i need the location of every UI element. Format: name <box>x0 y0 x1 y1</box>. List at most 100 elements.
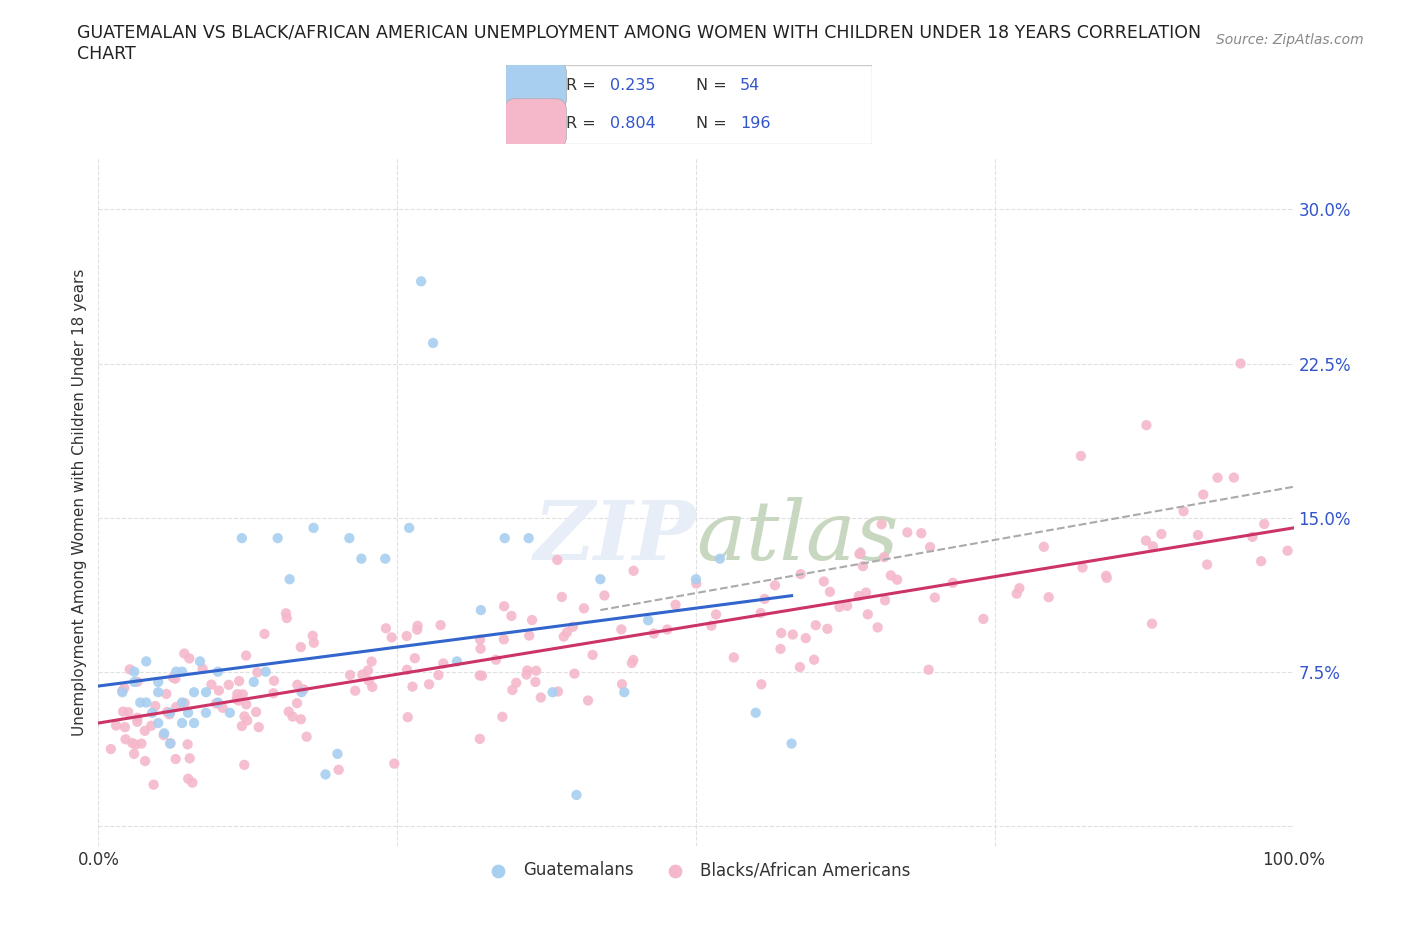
Point <box>517 628 540 643</box>
Point <box>344 684 367 698</box>
Point <box>374 551 396 566</box>
Point <box>404 651 426 666</box>
Point <box>610 622 633 637</box>
Point <box>111 684 134 699</box>
Point <box>253 627 276 642</box>
Point <box>505 675 527 690</box>
Point <box>243 674 266 689</box>
Point <box>524 674 547 689</box>
Point <box>398 521 420 536</box>
Point <box>610 677 633 692</box>
Point <box>127 674 149 689</box>
Text: ZIP: ZIP <box>533 497 696 577</box>
Point <box>153 726 176 741</box>
Point <box>254 664 277 679</box>
Point <box>173 646 195 661</box>
Point <box>770 626 793 641</box>
Point <box>517 531 540 546</box>
Point <box>1253 516 1275 531</box>
Point <box>516 663 538 678</box>
Point <box>1071 560 1094 575</box>
Point <box>211 700 233 715</box>
Point <box>485 652 508 667</box>
Point <box>156 704 179 719</box>
Point <box>1038 590 1060 604</box>
Point <box>179 651 201 666</box>
Point <box>177 771 200 786</box>
Point <box>427 668 450 683</box>
Text: 196: 196 <box>740 115 770 131</box>
Point <box>1197 557 1219 572</box>
Point <box>494 599 516 614</box>
Point <box>245 705 267 720</box>
Point <box>183 715 205 730</box>
Point <box>302 635 325 650</box>
Point <box>411 274 433 289</box>
Point <box>886 572 908 587</box>
Point <box>181 776 204 790</box>
Point <box>191 661 214 676</box>
Point <box>406 618 429 633</box>
Point <box>142 777 165 792</box>
Point <box>382 756 405 771</box>
Point <box>429 618 451 632</box>
Point <box>546 552 568 567</box>
Point <box>274 605 297 620</box>
Point <box>148 684 170 699</box>
Point <box>572 601 595 616</box>
Point <box>751 677 773 692</box>
Point <box>920 539 942 554</box>
Point <box>360 654 382 669</box>
Point <box>135 654 157 669</box>
Point <box>873 550 896 565</box>
Point <box>155 686 177 701</box>
Point <box>664 597 686 612</box>
Point <box>295 729 318 744</box>
Point <box>339 531 361 546</box>
Point <box>159 705 181 720</box>
Point <box>873 593 896 608</box>
Point <box>789 566 811 581</box>
Point <box>972 611 994 626</box>
Point <box>470 603 492 618</box>
Point <box>828 600 851 615</box>
Point <box>290 640 312 655</box>
Point <box>124 737 146 752</box>
Point <box>581 647 603 662</box>
Text: 0.804: 0.804 <box>610 115 657 131</box>
Point <box>555 625 578 640</box>
Point <box>852 559 875 574</box>
Point <box>176 737 198 751</box>
Point <box>613 684 636 699</box>
Point <box>208 684 231 698</box>
Point <box>501 608 523 623</box>
Point <box>468 632 491 647</box>
Point <box>361 680 384 695</box>
Point <box>124 664 146 679</box>
Point <box>835 598 858 613</box>
Text: N =: N = <box>696 115 733 131</box>
Point <box>262 685 284 700</box>
Point <box>763 578 786 592</box>
Point <box>219 705 242 720</box>
Point <box>1223 470 1246 485</box>
Point <box>381 630 404 644</box>
Point <box>1250 553 1272 568</box>
Point <box>709 551 731 566</box>
Point <box>162 670 184 684</box>
Point <box>1229 356 1251 371</box>
Point <box>152 727 174 742</box>
Point <box>818 584 841 599</box>
Point <box>276 611 298 626</box>
Point <box>1241 529 1264 544</box>
Point <box>235 648 257 663</box>
Point <box>870 517 893 532</box>
Point <box>231 719 253 734</box>
Text: Source: ZipAtlas.com: Source: ZipAtlas.com <box>1216 33 1364 46</box>
Point <box>291 684 314 699</box>
Point <box>281 710 304 724</box>
Point <box>285 677 308 692</box>
Point <box>159 737 181 751</box>
Point <box>263 673 285 688</box>
Point <box>231 531 253 546</box>
